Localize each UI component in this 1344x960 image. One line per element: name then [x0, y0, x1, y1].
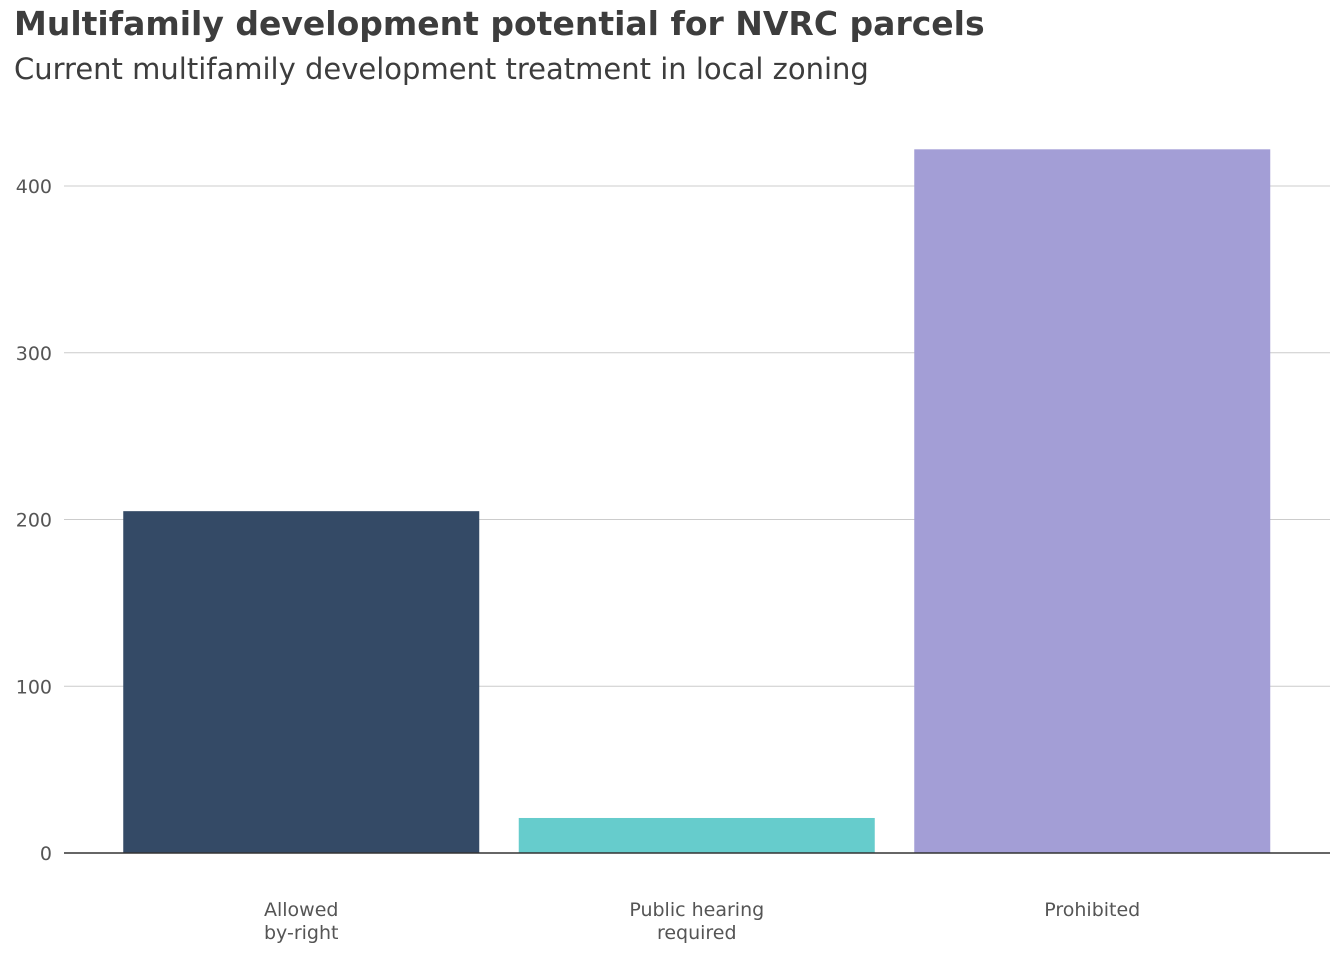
bars: [123, 149, 1271, 853]
labels: 0 100 200 300 400 Allowed by-right Public heari…: [16, 176, 1141, 944]
y-tick-label: 100: [16, 676, 52, 698]
y-tick-label: 400: [16, 176, 52, 198]
y-tick-label: 0: [40, 843, 52, 865]
x-tick-label: Allowed by-right: [264, 899, 338, 944]
x-tick-label: Public hearing required: [629, 899, 764, 944]
chart-subtitle: Current multifamily development treatmen…: [14, 52, 869, 86]
chart-title: Multifamily development potential for NV…: [14, 4, 985, 43]
bar: [518, 817, 875, 853]
y-tick-label: 300: [16, 343, 52, 365]
bar: [914, 149, 1271, 853]
x-tick-label: Prohibited: [1044, 899, 1140, 921]
y-tick-label: 200: [16, 510, 52, 532]
bar: [123, 511, 480, 853]
